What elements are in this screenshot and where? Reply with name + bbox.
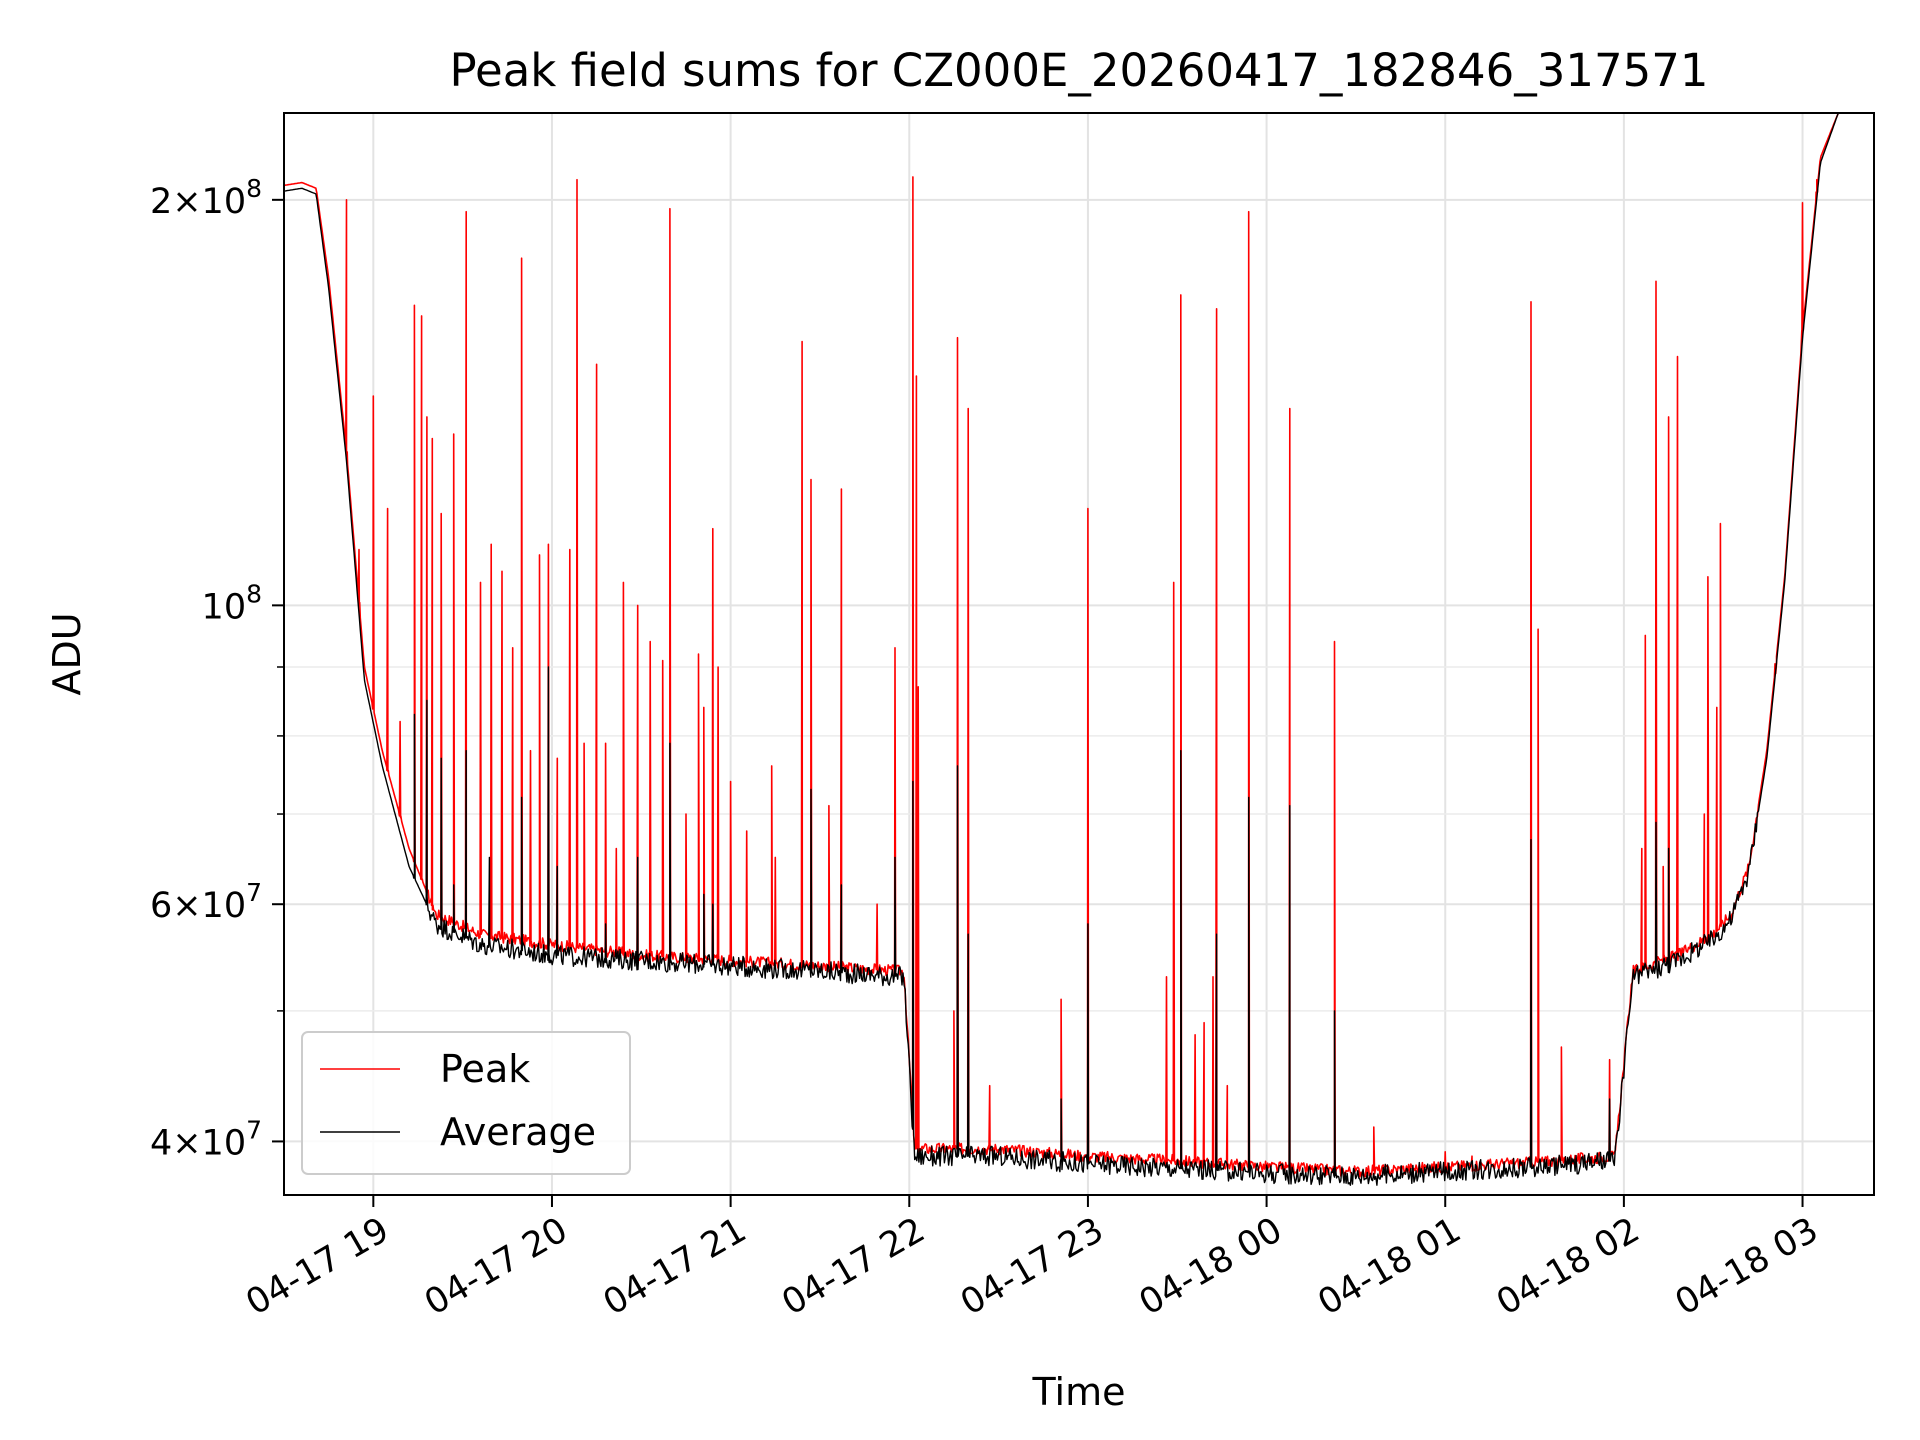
chart-title: Peak field sums for CZ000E_20260417_1828… (450, 44, 1709, 97)
y-tick-label: 6×107 (150, 878, 262, 926)
y-axis: 4×107 6×107 108 2×108 (150, 174, 284, 1163)
legend-label-peak: Peak (440, 1047, 530, 1091)
legend-label-average: Average (440, 1110, 596, 1154)
y-tick-label: 108 (202, 579, 262, 627)
series-line-average (284, 113, 1874, 1186)
y-axis-label: ADU (45, 612, 89, 695)
x-axis-label: Time (1032, 1370, 1126, 1414)
legend-box (301, 1031, 631, 1175)
y-tick-label: 2×108 (150, 174, 262, 222)
legend: Peak Average (301, 1031, 631, 1175)
axes-frame (283, 112, 1875, 1196)
y-tick-label: 4×107 (150, 1115, 262, 1163)
plot-area (284, 113, 1874, 1186)
series-layer (284, 113, 1874, 1186)
